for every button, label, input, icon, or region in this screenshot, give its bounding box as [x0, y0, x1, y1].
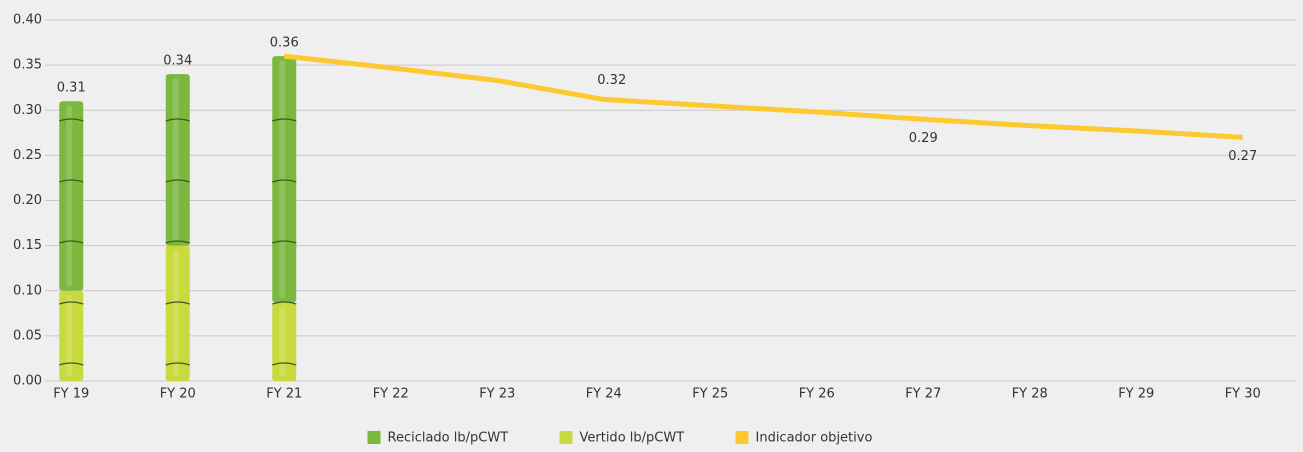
y-tick-label: 0.30: [13, 103, 42, 118]
legend-swatch: [559, 431, 573, 444]
bamboo-node: [272, 118, 297, 122]
x-tick-label: FY 29: [1118, 387, 1154, 402]
bamboo-highlight: [172, 78, 179, 242]
bamboo-node: [272, 240, 297, 244]
bamboo-node: [165, 240, 190, 244]
x-tick-label: FY 26: [799, 387, 835, 402]
total-label: 0.34: [163, 54, 192, 69]
x-tick-label: FY 22: [373, 387, 409, 402]
bamboo-node: [272, 301, 297, 305]
legend-swatch: [735, 431, 749, 444]
bamboo-node: [165, 362, 190, 366]
y-tick-label: 0.40: [13, 13, 42, 28]
y-tick-label: 0.10: [13, 283, 42, 298]
bamboo-node: [272, 179, 297, 183]
bar-segment: [165, 74, 190, 246]
x-tick-label: FY 25: [692, 387, 728, 402]
bamboo-node: [59, 301, 84, 305]
bamboo-node: [165, 301, 190, 305]
y-tick-label: 0.35: [13, 58, 42, 73]
x-tick-label: FY 23: [479, 387, 515, 402]
y-tick-label: 0.25: [13, 148, 42, 163]
y-tick-label: 0.05: [13, 328, 42, 343]
bamboo-highlight: [172, 249, 179, 377]
x-tick-label: FY 27: [905, 387, 941, 402]
y-tick-label: 0.00: [13, 374, 42, 389]
x-tick-label: FY 30: [1225, 387, 1261, 402]
y-tick-label: 0.20: [13, 193, 42, 208]
bar-segment: [59, 101, 84, 291]
line-value-label: 0.32: [597, 73, 626, 88]
y-tick-label: 0.15: [13, 238, 42, 253]
bamboo-highlight: [279, 60, 286, 299]
bar-segment: [59, 290, 84, 381]
bamboo-node: [59, 179, 84, 183]
x-tick-label: FY 20: [160, 387, 196, 402]
target-line: [283, 53, 1243, 140]
total-label: 0.31: [57, 81, 86, 96]
line-value-label: 0.29: [909, 131, 938, 146]
legend-label: Vertido lb/pCWT: [580, 431, 685, 446]
x-tick-label: FY 21: [266, 387, 302, 402]
legend-swatch: [367, 431, 381, 444]
total-label: 0.36: [270, 36, 299, 51]
bar-segment: [272, 302, 297, 381]
bamboo-node: [272, 362, 297, 366]
line-value-label: 0.27: [1228, 149, 1257, 164]
bamboo-node: [59, 118, 84, 122]
x-tick-label: FY 19: [53, 387, 89, 402]
bamboo-node: [165, 179, 190, 183]
bamboo-node: [59, 240, 84, 244]
bar-segment: [165, 245, 190, 381]
legend-label: Indicador objetivo: [756, 431, 873, 446]
bamboo-node: [165, 118, 190, 122]
bamboo-highlight: [66, 105, 73, 287]
bamboo-highlight: [279, 306, 286, 377]
bamboo-node: [59, 362, 84, 366]
x-tick-label: FY 24: [586, 387, 622, 402]
x-tick-label: FY 28: [1012, 387, 1048, 402]
bamboo-highlight: [66, 294, 73, 377]
legend-label: Reciclado lb/pCWT: [388, 431, 509, 446]
